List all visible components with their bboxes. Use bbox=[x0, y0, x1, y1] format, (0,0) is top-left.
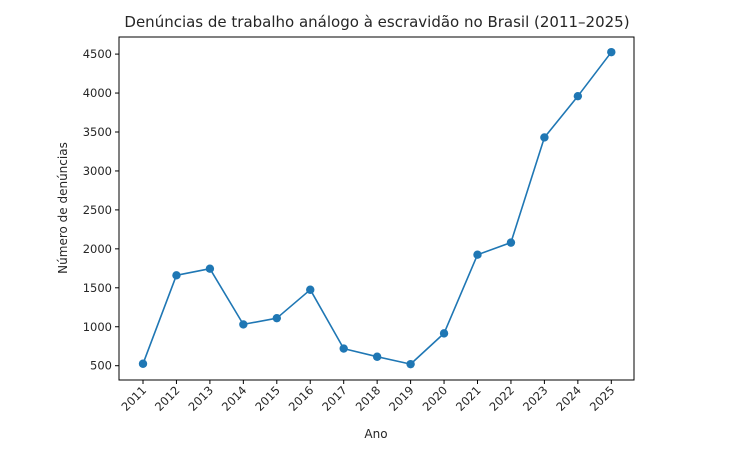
data-point-marker bbox=[573, 91, 583, 101]
axes-frame bbox=[118, 36, 635, 381]
y-tick-label: 500 bbox=[90, 359, 112, 373]
data-point-marker bbox=[339, 344, 348, 353]
y-axis-ticks: 500 1000 1500 2000 2500 3000 3500 4000 4500 bbox=[83, 47, 119, 373]
x-tick-label: 2012 bbox=[152, 383, 183, 414]
x-tick-label: 2023 bbox=[520, 383, 551, 414]
x-tick-label: 2024 bbox=[553, 383, 584, 414]
y-tick-label: 2500 bbox=[83, 203, 112, 217]
y-tick-label: 4500 bbox=[83, 47, 112, 61]
x-tick-label: 2014 bbox=[219, 383, 250, 414]
chart-title: Denúncias de trabalho análogo à escravid… bbox=[124, 13, 629, 31]
x-tick-label: 2025 bbox=[587, 383, 618, 414]
x-tick-label: 2015 bbox=[252, 383, 283, 414]
x-tick-label: 2017 bbox=[319, 383, 350, 414]
y-tick-label: 1000 bbox=[83, 320, 112, 334]
data-point-marker bbox=[272, 313, 281, 323]
data-point-marker bbox=[138, 359, 148, 368]
x-tick-label: 2021 bbox=[453, 383, 484, 414]
y-tick-label: 2000 bbox=[83, 242, 112, 256]
plot-area bbox=[138, 47, 616, 369]
x-tick-label: 2013 bbox=[185, 383, 216, 414]
y-tick-label: 4000 bbox=[83, 86, 112, 100]
x-axis-ticks: 2011 2012 2013 2014 2015 2016 2017 2018 2019 2020… bbox=[119, 380, 618, 414]
data-point-marker bbox=[172, 271, 181, 280]
data-point-marker bbox=[239, 320, 248, 329]
x-tick-label: 2018 bbox=[353, 383, 384, 414]
y-tick-label: 1500 bbox=[83, 281, 112, 295]
x-tick-label: 2022 bbox=[486, 383, 517, 414]
data-point-marker bbox=[607, 47, 616, 57]
data-point-marker bbox=[540, 133, 549, 142]
series-line bbox=[142, 51, 612, 365]
x-tick-label: 2011 bbox=[119, 383, 150, 414]
y-tick-label: 3000 bbox=[83, 164, 112, 178]
data-point-marker bbox=[473, 250, 482, 259]
x-tick-label: 2016 bbox=[286, 383, 317, 414]
data-point-marker bbox=[439, 329, 449, 338]
data-point-marker bbox=[406, 359, 415, 369]
x-tick-label: 2019 bbox=[386, 383, 417, 414]
x-tick-label: 2020 bbox=[420, 383, 451, 414]
y-tick-label: 3500 bbox=[83, 125, 112, 139]
data-point-marker bbox=[205, 264, 215, 273]
x-axis-label: Ano bbox=[364, 427, 387, 441]
y-axis-label: Número de denúncias bbox=[56, 142, 70, 274]
data-point-marker bbox=[306, 285, 315, 294]
data-point-marker bbox=[372, 352, 382, 361]
data-point-marker bbox=[506, 238, 516, 247]
